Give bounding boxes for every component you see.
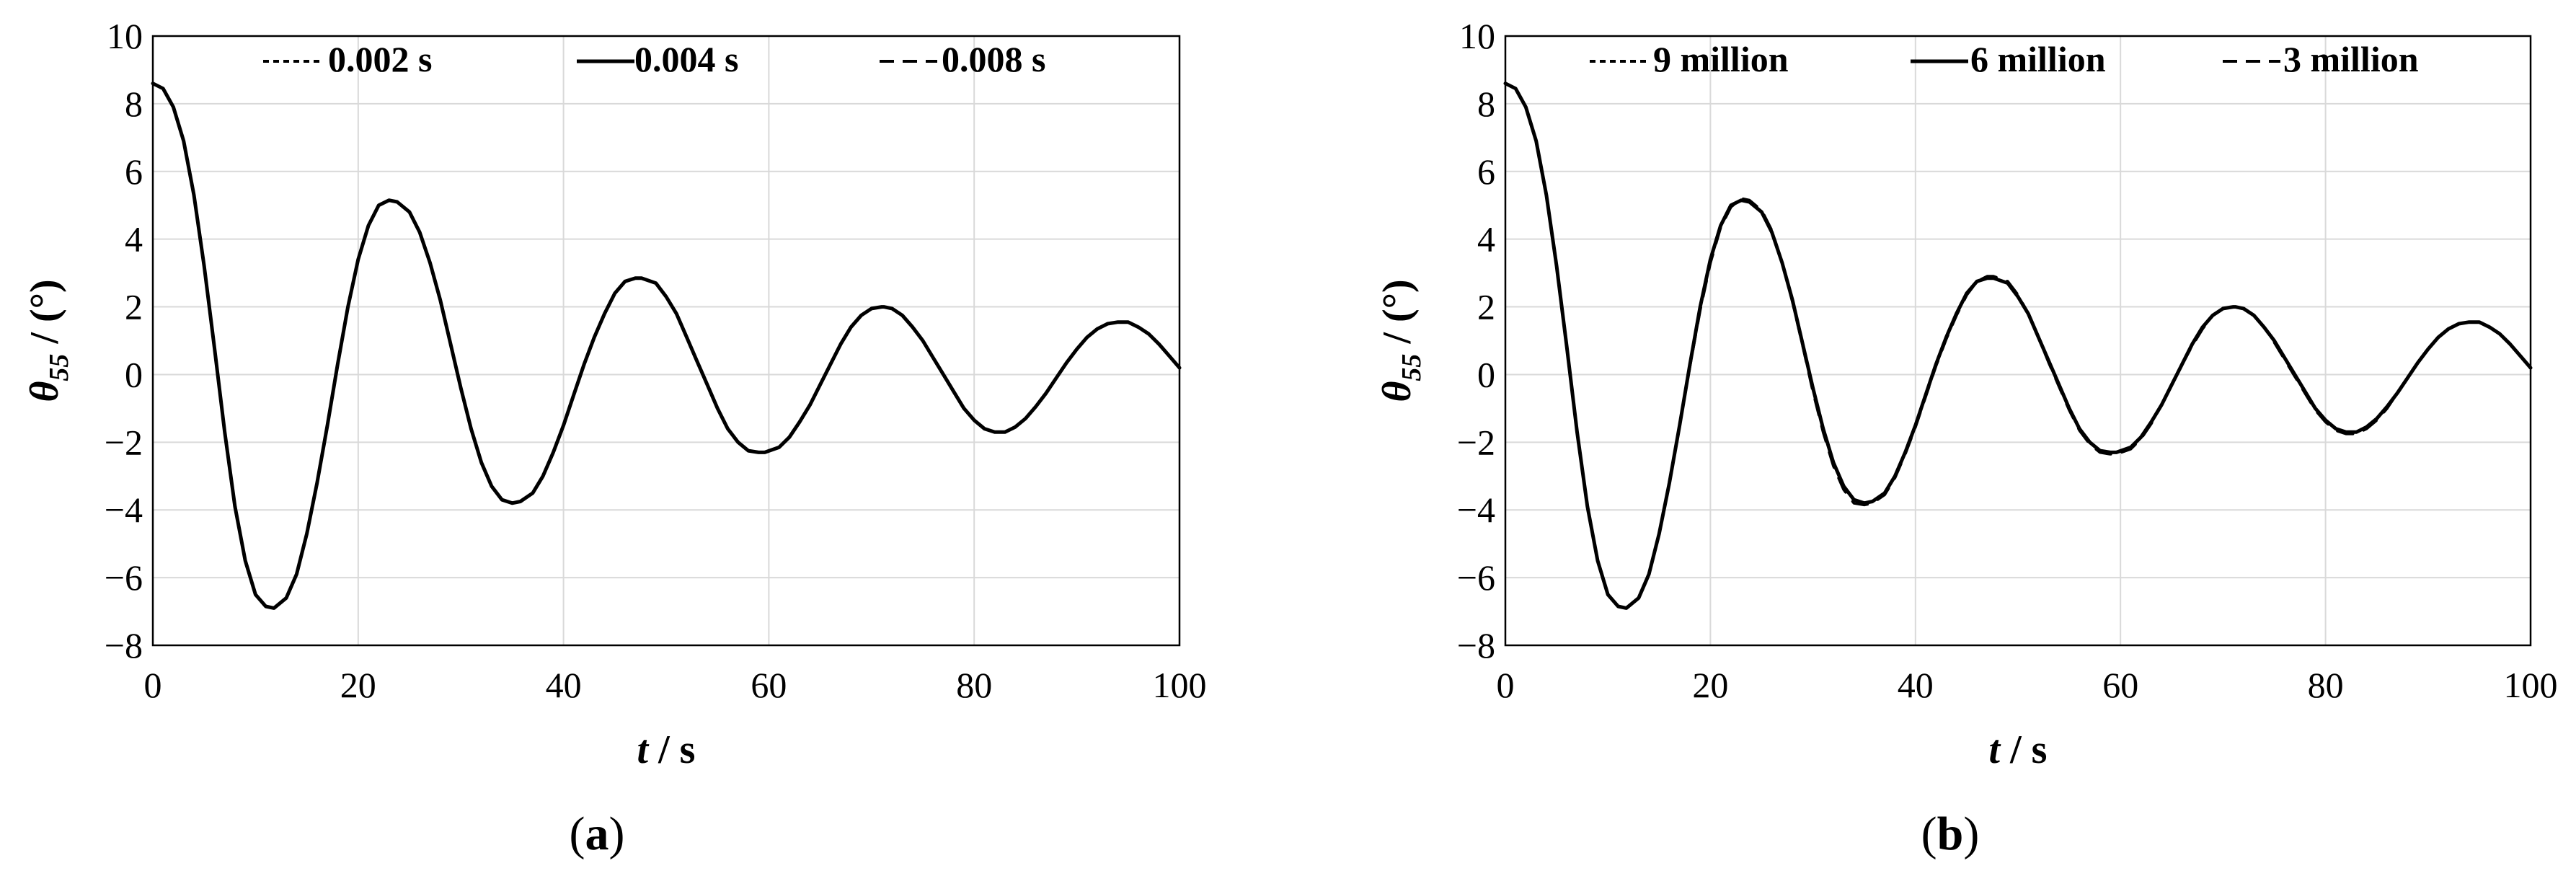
y-axis-title: θ55 / (°) [22, 279, 74, 402]
y-tick-label: 6 [1477, 151, 1495, 192]
legend-label: 9 million [1653, 39, 1789, 79]
y-tick-label: 10 [1459, 16, 1495, 56]
y-tick-label: 4 [125, 219, 143, 260]
y-axis-title: θ55 / (°) [1375, 279, 1427, 402]
x-axis-title: t / s [1989, 728, 2048, 772]
legend-label: 0.002 s [328, 39, 432, 79]
legend-label: 0.008 s [942, 39, 1045, 79]
y-tick-label: −2 [1457, 422, 1495, 462]
plot-frame [1504, 35, 2532, 647]
x-tick-label: 80 [956, 665, 992, 705]
x-tick-label: 40 [546, 665, 582, 705]
y-tick-label: −2 [105, 422, 143, 462]
x-tick-label: 100 [2504, 665, 2558, 705]
x-tick-label: 100 [1153, 665, 1207, 705]
x-tick-label: 60 [751, 665, 787, 705]
y-tick-label: 8 [1477, 84, 1495, 124]
x-tick-label: 60 [2102, 665, 2138, 705]
y-tick-label: 0 [125, 354, 143, 394]
y-tick-label: 2 [1477, 287, 1495, 327]
series-line-0-004-s [151, 81, 1182, 610]
panel-label: (b) [1921, 808, 1980, 860]
x-tick-label: 0 [1497, 665, 1515, 705]
y-tick-label: −8 [1457, 625, 1495, 666]
y-tick-label: −8 [105, 625, 143, 666]
y-tick-label: 10 [107, 16, 143, 56]
y-tick-label: 2 [125, 287, 143, 327]
y-tick-label: −4 [1457, 490, 1495, 530]
legend-label: 0.004 s [634, 39, 738, 79]
y-tick-label: −4 [105, 490, 143, 530]
y-tick-label: 4 [1477, 219, 1495, 260]
y-tick-label: 6 [125, 151, 143, 192]
x-tick-label: 20 [1692, 665, 1728, 705]
plot-frame [151, 35, 1181, 647]
x-tick-label: 20 [340, 665, 376, 705]
x-tick-label: 0 [144, 665, 162, 705]
y-tick-label: 0 [1477, 354, 1495, 394]
panel-label: (a) [570, 808, 625, 860]
legend-label: 6 million [1970, 39, 2106, 79]
x-tick-label: 40 [1898, 665, 1934, 705]
series-line-6-million [1503, 81, 2533, 610]
legend-label: 3 million [2283, 39, 2419, 79]
y-tick-label: 8 [125, 84, 143, 124]
x-tick-label: 80 [2308, 665, 2344, 705]
x-axis-title: t / s [637, 728, 696, 772]
y-tick-label: −6 [1457, 557, 1495, 598]
y-tick-label: −6 [105, 557, 143, 598]
